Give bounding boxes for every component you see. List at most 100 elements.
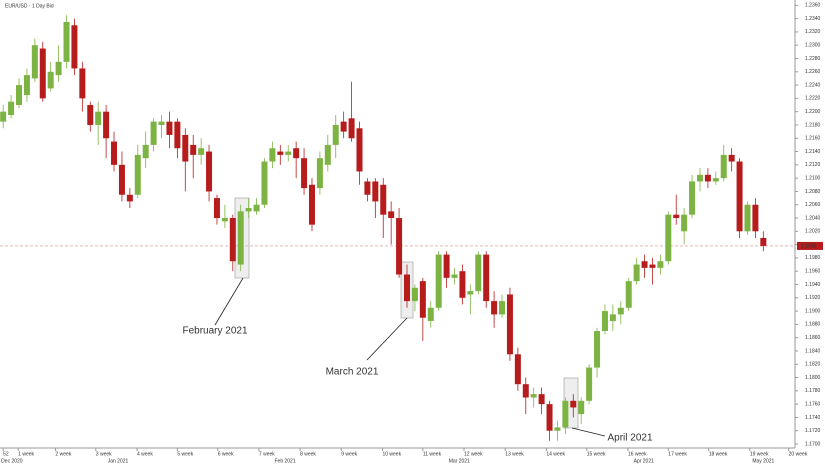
candle-body — [657, 261, 664, 268]
y-tick-label: 1.2080 — [805, 189, 821, 195]
candle-body — [190, 144, 197, 155]
x-tick-label: 13 week — [505, 451, 524, 457]
annotation-label: February 2021 — [182, 326, 247, 337]
y-tick-label: 1.2100 — [805, 175, 821, 181]
candle-body — [87, 105, 94, 125]
candle-body — [673, 214, 680, 219]
y-tick-label: 1.2260 — [805, 69, 821, 75]
y-tick-label: 1.1920 — [805, 295, 821, 301]
y-tick-label: 1.1840 — [805, 348, 821, 354]
candle-body — [427, 307, 434, 322]
y-tick-label: 1.1820 — [805, 362, 821, 368]
candle-body — [704, 174, 711, 182]
annotation-label: April 2021 — [607, 433, 652, 444]
candle-body — [435, 254, 442, 308]
y-tick-label: 1.2180 — [805, 122, 821, 128]
candle-body — [229, 218, 236, 262]
x-tick-label: 7 week — [259, 451, 275, 457]
candle-body — [451, 274, 458, 278]
candle-body — [174, 121, 181, 149]
candle-body — [150, 121, 157, 145]
x-tick-label: 6 week — [218, 451, 234, 457]
chart-title: EUR/USD · 1 Day Bid — [5, 3, 54, 9]
y-tick-label: 1.1700 — [805, 441, 821, 447]
y-tick-label: 1.2060 — [805, 202, 821, 208]
candle-body — [744, 204, 751, 232]
y-tick-label: 1.2040 — [805, 215, 821, 221]
x-tick-label: 8 week — [300, 451, 316, 457]
candle-body — [554, 427, 561, 431]
candle-body — [681, 214, 688, 232]
candle-body — [261, 161, 268, 205]
candle-body — [245, 208, 252, 212]
candle-body — [388, 211, 395, 219]
candle-body — [594, 331, 601, 368]
candle-body — [285, 151, 292, 155]
x-tick-label: 52 — [3, 451, 9, 457]
y-tick-label: 1.2280 — [805, 56, 821, 62]
x-tick-label: 14 week — [546, 451, 565, 457]
candle-body — [71, 25, 78, 69]
candle-body — [601, 311, 608, 332]
y-tick-label: 1.1940 — [805, 282, 821, 288]
candle-body — [538, 394, 545, 405]
x-tick-label: 12 week — [464, 451, 483, 457]
x-tick-label: 19 week — [750, 451, 769, 457]
y-tick-label: 1.2220 — [805, 96, 821, 102]
candle-body — [728, 154, 735, 162]
candle-body — [332, 124, 339, 145]
candle-body — [340, 121, 347, 132]
candle-body — [483, 254, 490, 302]
candle-body — [103, 111, 110, 139]
candle-body — [665, 214, 672, 262]
y-tick-label: 1.1880 — [805, 322, 821, 328]
candle-body — [55, 61, 62, 76]
x-tick-label: 5 week — [177, 451, 193, 457]
y-tick-label: 1.2140 — [805, 149, 821, 155]
x-tick-label: 15 week — [587, 451, 606, 457]
annotation-leader — [571, 427, 606, 437]
annotation-leader — [366, 317, 408, 361]
candle-body — [475, 254, 482, 292]
y-tick-label: 1.1780 — [805, 388, 821, 394]
candle-body — [0, 111, 7, 122]
candle-body — [562, 400, 569, 428]
candle-body — [617, 307, 624, 315]
x-tick-label: 20 week — [789, 451, 808, 457]
y-tick-label: 1.2340 — [805, 16, 821, 22]
candle-body — [118, 164, 125, 195]
x-tick-label: 17 week — [668, 451, 687, 457]
candle-body — [63, 21, 70, 62]
month-label: May 2021 — [752, 458, 774, 464]
y-tick-label: 1.1800 — [805, 375, 821, 381]
y-tick-label: 1.2360 — [805, 3, 821, 9]
y-tick-label: 1.1740 — [805, 415, 821, 421]
candle-body — [8, 101, 15, 115]
candle-body — [404, 274, 411, 302]
x-tick-label: 2 week — [55, 451, 71, 457]
y-tick-label: 1.2320 — [805, 29, 821, 35]
candle-body — [696, 174, 703, 182]
candle-body — [277, 151, 284, 155]
candle-body — [514, 354, 521, 385]
candle-body — [23, 75, 30, 96]
candle-body — [736, 161, 743, 232]
month-label: Apr 2021 — [634, 458, 655, 464]
candle-body — [578, 400, 585, 415]
candle-body — [198, 148, 205, 155]
month-label: Feb 2021 — [274, 458, 295, 464]
candle-body — [443, 254, 450, 278]
candle-body — [372, 181, 379, 202]
candle-body — [689, 181, 696, 215]
y-tick-label: 1.2120 — [805, 162, 821, 168]
annotation-leader — [214, 277, 244, 326]
candle-body — [752, 204, 759, 232]
candle-body — [760, 237, 767, 246]
candle-body — [158, 121, 165, 125]
x-tick-label: 10 week — [382, 451, 401, 457]
candle-body — [356, 128, 363, 172]
candle-body — [411, 287, 418, 302]
x-tick-label: 16 week — [628, 451, 647, 457]
candle-body — [396, 218, 403, 275]
candle-body — [253, 204, 260, 212]
